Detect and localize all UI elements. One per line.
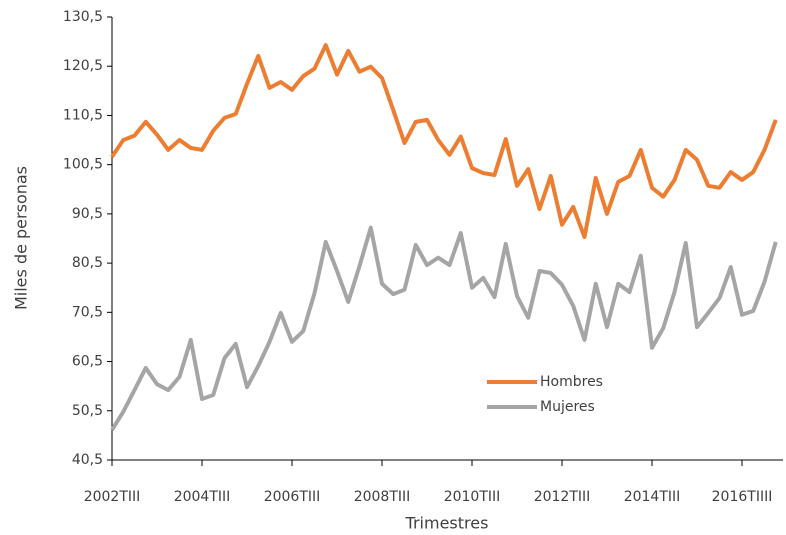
x-axis-title: Trimestres — [405, 514, 489, 533]
x-tick-label: 2016TIIII — [712, 489, 773, 505]
x-tick-label: 2012TIII — [534, 489, 591, 505]
y-tick-label: 70,5 — [72, 304, 103, 320]
y-tick-label: 130,5 — [63, 9, 103, 25]
y-tick-label: 90,5 — [72, 206, 103, 222]
y-tick-label: 40,5 — [72, 452, 103, 468]
y-axis-title: Miles de personas — [12, 166, 31, 310]
series-line — [110, 225, 778, 432]
y-tick-label: 110,5 — [63, 107, 103, 123]
y-tick-label: 60,5 — [72, 354, 103, 370]
x-tick-label: 2014TIII — [624, 489, 681, 505]
legend-label: Hombres — [540, 374, 603, 390]
x-tick-label: 2002TIII — [84, 489, 141, 505]
series-line — [110, 43, 778, 240]
x-tick-label: 2004TIII — [174, 489, 231, 505]
y-tick-label: 100,5 — [63, 157, 103, 173]
y-tick-label: 80,5 — [72, 255, 103, 271]
y-tick-label: 50,5 — [72, 403, 103, 419]
x-tick-label: 2010TIII — [444, 489, 501, 505]
x-tick-label: 2008TIII — [354, 489, 411, 505]
y-tick-label: 120,5 — [63, 58, 103, 74]
x-tick-label: 2006TIII — [264, 489, 321, 505]
legend-label: Mujeres — [540, 399, 595, 415]
